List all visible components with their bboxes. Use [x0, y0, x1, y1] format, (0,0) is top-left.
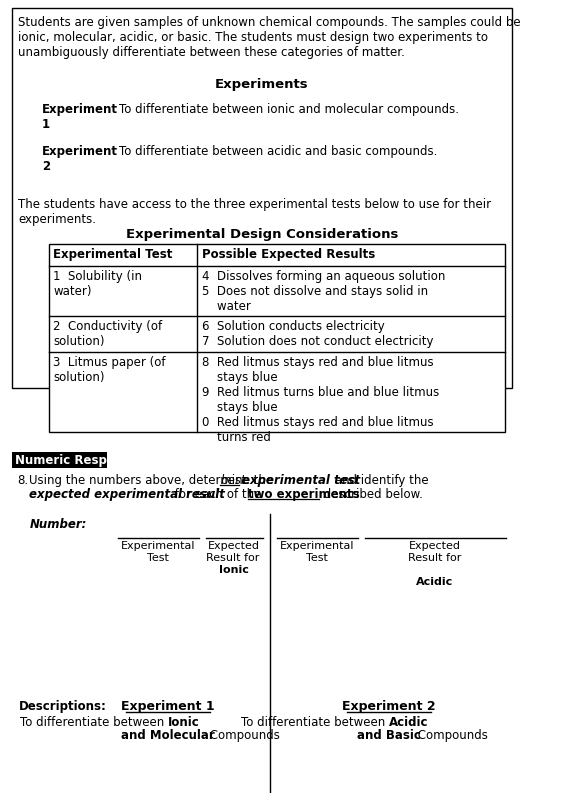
Text: Students are given samples of unknown chemical compounds. The samples could be
i: Students are given samples of unknown ch…: [18, 16, 520, 59]
Text: 3  Litmus paper (of
solution): 3 Litmus paper (of solution): [53, 356, 166, 384]
Text: and Molecular: and Molecular: [121, 729, 215, 742]
Text: To differentiate between acidic and basic compounds.: To differentiate between acidic and basi…: [119, 145, 438, 158]
Text: experimental test: experimental test: [242, 474, 360, 487]
Text: Acidic: Acidic: [389, 716, 428, 729]
Text: best: best: [220, 474, 246, 487]
Text: two experiments: two experiments: [249, 488, 360, 501]
Text: Ionic: Ionic: [168, 716, 200, 729]
Text: for each of the: for each of the: [171, 488, 265, 501]
Text: and identify the: and identify the: [331, 474, 428, 487]
Text: Experiment
2: Experiment 2: [42, 145, 118, 173]
Text: Experimental Design Considerations: Experimental Design Considerations: [126, 228, 398, 241]
Text: Compounds: Compounds: [206, 729, 280, 742]
Text: Experiment
1: Experiment 1: [42, 103, 118, 131]
Text: Numeric Response: Numeric Response: [15, 454, 139, 467]
Text: Acidic: Acidic: [416, 577, 453, 587]
Text: 2  Conductivity (of
solution): 2 Conductivity (of solution): [53, 320, 162, 348]
Bar: [12, 452, 107, 468]
Text: Experiment 1: Experiment 1: [121, 700, 215, 713]
Text: 8.: 8.: [17, 474, 28, 487]
Text: Using the numbers above, determine the: Using the numbers above, determine the: [29, 474, 277, 487]
Text: Experiment 2: Experiment 2: [342, 700, 436, 713]
Text: and Basic: and Basic: [357, 729, 421, 742]
Text: Expected
Result for: Expected Result for: [206, 541, 262, 562]
Text: 4  Dissolves forming an aqueous solution
5  Does not dissolve and stays solid in: 4 Dissolves forming an aqueous solution …: [201, 270, 445, 313]
Text: Experimental
Test: Experimental Test: [121, 541, 196, 562]
Text: The students have access to the three experimental tests below to use for their
: The students have access to the three ex…: [18, 198, 491, 226]
Text: Compounds: Compounds: [414, 729, 488, 742]
Text: Number:: Number:: [29, 518, 87, 531]
Text: Expected
Result for: Expected Result for: [408, 541, 462, 574]
Text: Experiments: Experiments: [215, 78, 308, 91]
Text: To differentiate between ionic and molecular compounds.: To differentiate between ionic and molec…: [119, 103, 459, 116]
Text: Experimental Test: Experimental Test: [53, 248, 173, 261]
Text: 1  Solubility (in
water): 1 Solubility (in water): [53, 270, 142, 298]
Text: expected experimental result: expected experimental result: [29, 488, 225, 501]
Text: Ionic: Ionic: [219, 565, 249, 575]
Text: 6  Solution conducts electricity
7  Solution does not conduct electricity: 6 Solution conducts electricity 7 Soluti…: [201, 320, 433, 348]
Text: To differentiate between: To differentiate between: [20, 716, 168, 729]
Text: Descriptions:: Descriptions:: [19, 700, 107, 713]
Bar: [49, 244, 505, 432]
Text: described below.: described below.: [320, 488, 423, 501]
Text: 8  Red litmus stays red and blue litmus
    stays blue
9  Red litmus turns blue : 8 Red litmus stays red and blue litmus s…: [201, 356, 439, 444]
Bar: [12, 8, 512, 388]
Text: To differentiate between: To differentiate between: [241, 716, 389, 729]
Text: Experimental
Test: Experimental Test: [280, 541, 354, 562]
Text: Possible Expected Results: Possible Expected Results: [201, 248, 375, 261]
